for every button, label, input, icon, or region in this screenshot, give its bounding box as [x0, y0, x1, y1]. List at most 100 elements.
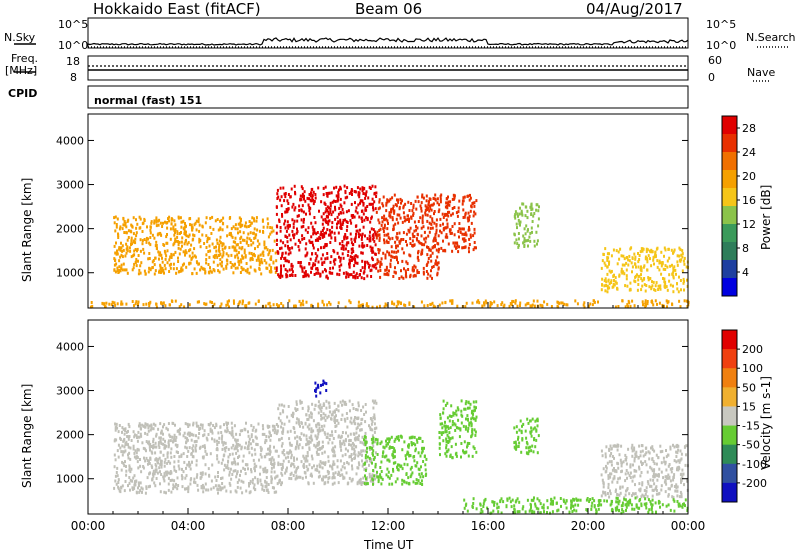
power-echo-cell [301, 187, 304, 191]
power-echo-cell [120, 263, 123, 267]
power-echo-cell [421, 251, 424, 255]
power-echo-cell [393, 270, 396, 274]
power-echo-cell [180, 225, 183, 229]
power-echo-cell [606, 258, 609, 262]
power-echo-cell [391, 236, 394, 240]
velocity-echo-cell [127, 429, 129, 433]
velocity-echo-cell [617, 502, 620, 506]
power-echo-cell [451, 212, 454, 216]
velocity-echo-cell [294, 436, 297, 440]
power-echo-cell [271, 248, 274, 252]
velocity-echo-cell [270, 481, 273, 484]
power-echo-cell [169, 237, 172, 241]
power-echo-cell [315, 271, 318, 275]
power-echo-cell [303, 237, 306, 240]
power-echo-cell [339, 187, 342, 191]
power-echo-cell [380, 223, 383, 227]
velocity-echo-cell [321, 383, 324, 387]
power-echo-cell [523, 237, 526, 241]
power-echo-cell [238, 246, 241, 250]
velocity-echo-cell [223, 441, 226, 445]
velocity-echo-cell [397, 463, 399, 467]
power-echo-cell [302, 210, 305, 214]
velocity-echo-cell [441, 422, 444, 426]
power-echo-cell [681, 252, 684, 256]
power-echo-cell [279, 226, 282, 229]
power-echo-cell [608, 260, 611, 264]
power-echo-cell [435, 231, 438, 235]
power-echo-cell [284, 210, 287, 214]
power-echo-cell [332, 210, 335, 214]
power-echo-cell [650, 264, 653, 268]
power-echo-cell [361, 241, 364, 245]
velocity-echo-cell [126, 435, 129, 438]
velocity-echo-cell [216, 487, 219, 491]
power-echo-cell [427, 203, 430, 207]
power-echo-cell [446, 235, 449, 239]
velocity-echo-cell [240, 479, 243, 483]
velocity-echo-cell [137, 486, 139, 490]
velocity-echo-cell [131, 486, 134, 490]
velocity-echo-cell [388, 476, 391, 480]
power-echo-cell [511, 300, 514, 304]
velocity-echo-cell [458, 435, 461, 439]
power-echo-cell [254, 247, 256, 251]
power-echo-cell [405, 275, 408, 279]
velocity-echo-cell [320, 409, 323, 413]
power-echo-cell [530, 202, 533, 206]
power-echo-cell [432, 304, 435, 308]
power-echo-cell [441, 301, 444, 305]
power-echo-cell [279, 276, 282, 279]
velocity-echo-cell [346, 416, 349, 420]
velocity-echo-cell [320, 461, 323, 465]
power-echo-cell [323, 234, 326, 238]
power-echo-cell [217, 269, 220, 273]
velocity-echo-cell [173, 436, 176, 440]
power-echo-cell [456, 214, 459, 218]
velocity-echo-cell [456, 406, 459, 410]
power-echo-cell [338, 206, 341, 210]
power-echo-cell [126, 271, 129, 275]
velocity-echo-cell [227, 421, 230, 425]
velocity-echo-cell [214, 475, 217, 479]
velocity-echo-cell [465, 400, 468, 404]
velocity-echo-cell [266, 488, 269, 492]
velocity-echo-cell [325, 389, 328, 392]
power-echo-cell [113, 301, 116, 305]
power-echo-cell [249, 223, 252, 227]
velocity-echo-cell [135, 434, 138, 438]
power-echo-cell [240, 247, 243, 251]
power-echo-cell [649, 249, 651, 253]
velocity-echo-cell [329, 410, 332, 414]
power-echo-cell [574, 299, 577, 303]
power-echo-cell [469, 209, 472, 213]
velocity-echo-cell [169, 435, 172, 439]
velocity-echo-cell [187, 485, 190, 489]
velocity-echo-cell [220, 461, 223, 465]
power-echo-cell [344, 247, 347, 251]
power-echo-cell [113, 268, 116, 272]
power-echo-cell [473, 227, 476, 231]
velocity-echo-cell [253, 483, 256, 487]
velocity-echo-cell [241, 429, 244, 433]
velocity-echo-cell [323, 431, 326, 435]
velocity-echo-cell [448, 431, 451, 435]
power-echo-cell [114, 215, 117, 219]
velocity-echo-cell [114, 426, 117, 430]
velocity-echo-cell [138, 422, 141, 426]
power-echo-cell [431, 217, 434, 221]
power-echo-cell [402, 211, 405, 215]
velocity-echo-cell [387, 442, 389, 446]
velocity-echo-cell [620, 464, 623, 468]
velocity-echo-cell [343, 417, 346, 421]
power-echo-cell [348, 258, 351, 262]
velocity-echo-cell [438, 436, 441, 440]
velocity-echo-cell [236, 472, 238, 476]
velocity-echo-cell [287, 455, 290, 459]
velocity-echo-cell [465, 425, 468, 429]
power-echo-cell [116, 252, 119, 256]
power-echo-cell [326, 214, 328, 218]
velocity-echo-cell [333, 481, 336, 485]
velocity-echo-cell [270, 434, 272, 438]
power-echo-cell [681, 269, 684, 273]
